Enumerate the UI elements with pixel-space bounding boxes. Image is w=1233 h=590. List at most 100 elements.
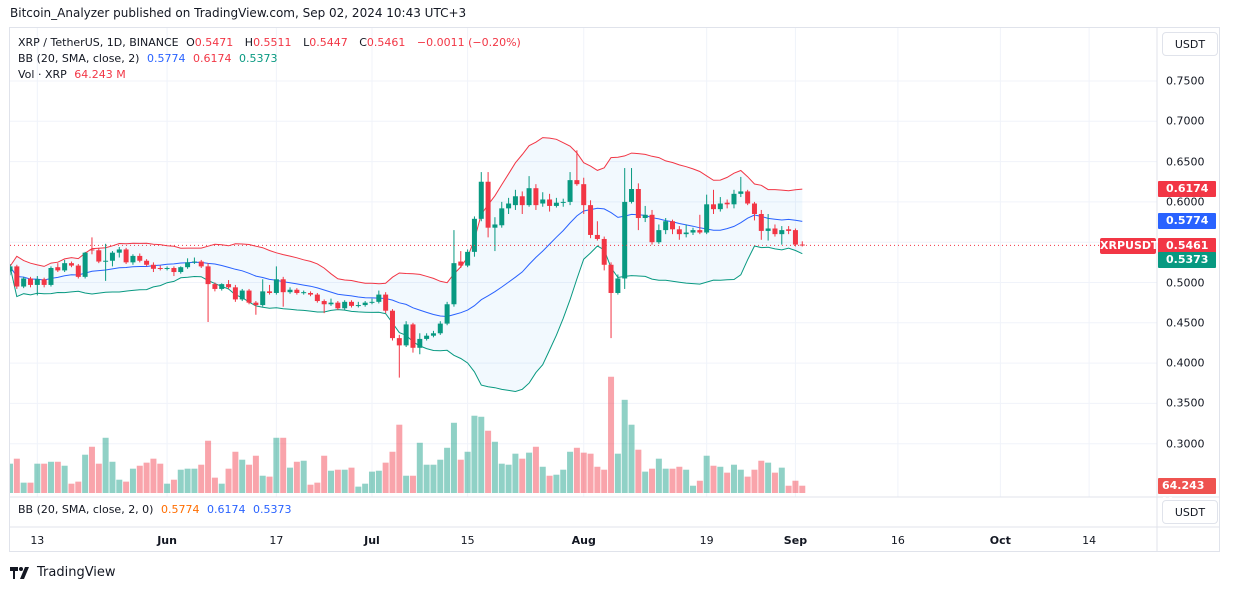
- candle-body: [144, 260, 150, 265]
- volume-bar: [444, 447, 451, 493]
- symbol-title[interactable]: XRP / TetherUS, 1D, BINANCE: [18, 36, 179, 49]
- candle-body: [670, 221, 676, 230]
- candle-body: [48, 267, 54, 285]
- volume-bar: [778, 467, 785, 493]
- candle-body: [779, 230, 785, 235]
- volume-bar: [225, 468, 232, 493]
- candle-body: [75, 265, 81, 277]
- candle-body: [198, 261, 204, 267]
- price-currency-button[interactable]: USDT: [1162, 32, 1218, 56]
- tradingview-logo[interactable]: TradingView: [10, 565, 116, 580]
- candle-body: [349, 301, 354, 306]
- candle-body: [417, 338, 423, 348]
- candle-body: [622, 201, 628, 279]
- time-tick-label: 19: [699, 534, 714, 547]
- candle-body: [267, 291, 273, 293]
- volume-bar: [184, 468, 191, 493]
- last-price-tag: 0.5461: [1158, 238, 1216, 255]
- low-label: L: [303, 36, 310, 49]
- candle-body: [396, 338, 402, 346]
- volume-bar: [287, 467, 294, 493]
- volume-bar: [293, 461, 300, 493]
- volume-bar: [601, 469, 608, 493]
- volume-bar: [136, 465, 143, 493]
- volume-bar: [676, 466, 683, 493]
- candle-body: [287, 289, 293, 293]
- candle-body: [294, 289, 300, 293]
- bb-lower-tag: 0.5373: [1158, 252, 1216, 269]
- volume-bar: [157, 463, 164, 493]
- bb-basis-value: 0.5774: [146, 52, 186, 65]
- volume-bar: [785, 485, 792, 493]
- candle-body: [410, 324, 416, 348]
- candle-body: [383, 294, 389, 311]
- candle-body: [424, 335, 430, 339]
- candle-body: [328, 302, 334, 305]
- volume-bar: [560, 469, 567, 493]
- candle-body: [512, 196, 518, 206]
- volume-bar: [724, 472, 731, 493]
- time-tick-label: 17: [269, 534, 284, 547]
- price-tick-label: 0.7500: [1166, 74, 1205, 88]
- symbol-legend: XRP / TetherUS, 1D, BINANCE O0.5471 H0.5…: [18, 36, 525, 49]
- time-tick-label: Sep: [783, 534, 808, 547]
- candle-body: [82, 252, 88, 277]
- candle-body: [109, 252, 115, 261]
- candle-body: [321, 301, 327, 305]
- candle-body: [506, 203, 512, 209]
- volume-bar: [751, 469, 758, 493]
- volume-bar: [348, 467, 355, 493]
- candle-body: [751, 203, 757, 214]
- candle-body: [232, 287, 238, 300]
- brand-name: TradingView: [37, 565, 116, 580]
- volume-bar: [478, 416, 485, 493]
- volume-bar: [737, 469, 744, 493]
- price-tick-label: 0.3000: [1166, 437, 1205, 451]
- candle-body: [430, 333, 436, 336]
- volume-bar: [696, 480, 703, 493]
- candle-body: [690, 230, 696, 233]
- lower-bb-upper: 0.6174: [206, 503, 246, 516]
- close-value: 0.5461: [366, 36, 406, 49]
- volume-bar: [191, 468, 198, 493]
- bb-label[interactable]: BB (20, SMA, close, 2): [18, 52, 140, 65]
- candle-body: [89, 249, 95, 251]
- tradingview-logo-icon: [10, 566, 29, 579]
- price-tick-label: 0.6500: [1166, 155, 1205, 169]
- candle-body: [485, 181, 491, 228]
- candle-body: [21, 278, 27, 287]
- candle-body: [55, 267, 61, 271]
- volume-bar: [389, 451, 396, 493]
- candle-body: [41, 279, 47, 285]
- volume-bar: [553, 474, 560, 493]
- volume-bar: [703, 455, 710, 493]
- candle-body: [745, 191, 751, 204]
- candle-body: [403, 324, 409, 346]
- candle-body: [116, 249, 122, 253]
- volume-bar: [47, 461, 54, 493]
- bb-basis-tag: 0.5774: [1158, 213, 1216, 230]
- volume-bar: [123, 481, 130, 493]
- candle-body: [765, 228, 771, 231]
- volume-bar: [771, 472, 778, 493]
- bb-upper-value: 0.6174: [192, 52, 232, 65]
- candle-body: [465, 251, 471, 266]
- volume-tag: 64.243 M: [1158, 478, 1216, 508]
- volume-bar: [710, 465, 717, 493]
- bb-upper-tag: 0.6174: [1158, 180, 1216, 197]
- volume-bar: [512, 453, 519, 493]
- lower-bb-label[interactable]: BB (20, SMA, close, 2, 0): [18, 503, 154, 516]
- candle-body: [171, 267, 177, 273]
- volume-bar: [150, 458, 157, 493]
- volume-bar: [409, 475, 416, 493]
- lower-pane-currency-button[interactable]: USDT: [1162, 500, 1218, 524]
- candle-body: [164, 267, 170, 269]
- publication-credit: Bitcoin_Analyzer published on TradingVie…: [10, 6, 467, 20]
- volume-label[interactable]: Vol · XRP: [18, 68, 67, 81]
- bb-lower-value: 0.5373: [238, 52, 278, 65]
- volume-bar: [642, 471, 649, 493]
- candle-body: [547, 199, 553, 206]
- volume-bar: [68, 483, 75, 493]
- volume-bar: [246, 464, 253, 493]
